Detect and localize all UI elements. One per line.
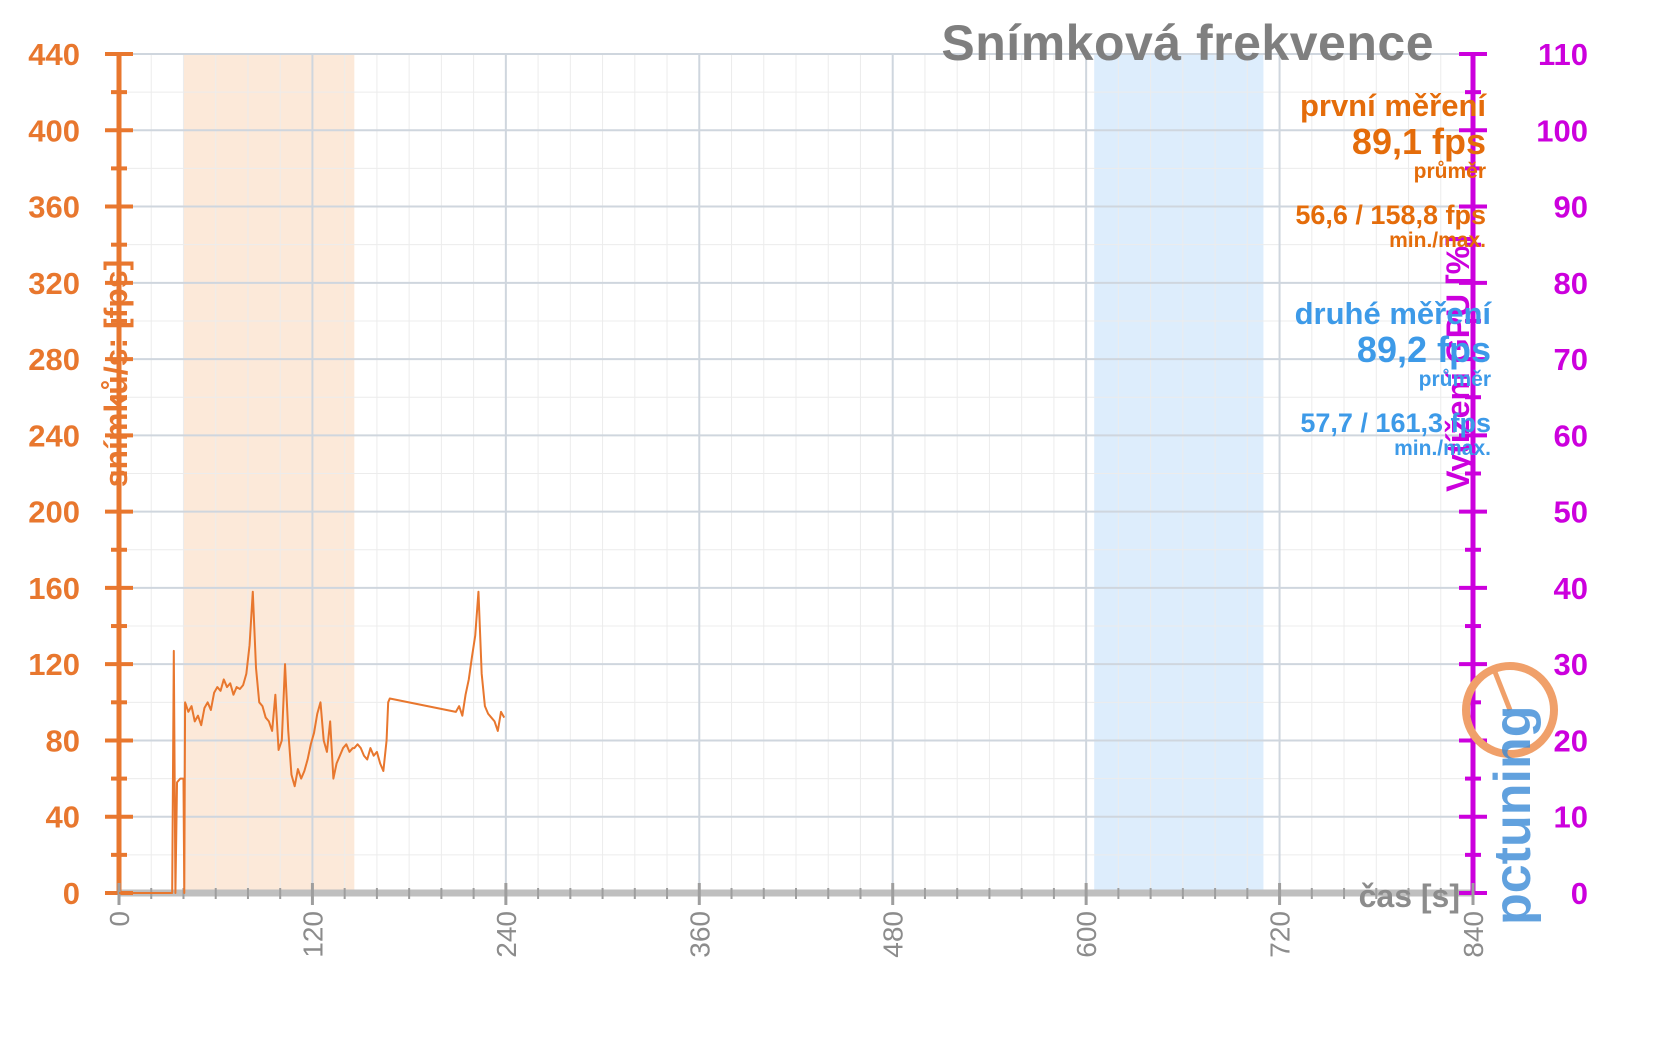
right-axis-label: Vytížení GPU [%] (1440, 235, 1476, 492)
second-measurement-stats: druhé měření 89,2 fps průměr 57,7 / 161,… (1295, 296, 1491, 461)
x-tick-label: 480 (878, 911, 909, 958)
right-tick-label: 60 (1554, 418, 1588, 453)
x-tick-label: 120 (297, 911, 328, 958)
left-tick-label: 400 (28, 113, 80, 148)
first-measurement-minmax: 56,6 / 158,8 fps (1295, 200, 1486, 230)
right-tick-label: 20 (1554, 723, 1588, 758)
right-tick-label: 10 (1554, 800, 1588, 835)
left-tick-label: 440 (28, 37, 80, 72)
right-tick-label: 90 (1554, 190, 1588, 225)
left-tick-label: 280 (28, 342, 80, 377)
second-measurement-minmax-label: min./max. (1394, 437, 1491, 460)
right-tick-label: 0 (1571, 876, 1588, 911)
right-tick-label: 70 (1554, 342, 1588, 377)
first-measurement-minmax-label: min./max. (1389, 229, 1486, 252)
x-tick-label: 600 (1071, 911, 1102, 958)
second-measurement-label: druhé měření (1294, 296, 1491, 331)
left-tick-label: 160 (28, 571, 80, 606)
right-tick-label: 100 (1536, 113, 1588, 148)
left-tick-label: 240 (28, 418, 80, 453)
second-measurement-minmax: 57,7 / 161,3 fps (1300, 408, 1491, 438)
right-tick-label: 30 (1554, 647, 1588, 682)
first-measurement-average-label: průměr (1413, 160, 1486, 183)
x-tick-label: 720 (1265, 911, 1296, 958)
pctuning-logo-text: pctuning (1484, 705, 1542, 925)
left-tick-label: 80 (46, 723, 80, 758)
x-tick-label: 0 (104, 911, 135, 927)
fps-series-line (119, 590, 506, 894)
left-tick-label: 200 (28, 495, 80, 530)
left-tick-label: 320 (28, 266, 80, 301)
first-measurement-label: první měření (1299, 88, 1486, 123)
first-measurement-stats: první měření 89,1 fps průměr 56,6 / 158,… (1295, 88, 1486, 253)
second-measurement-average: 89,2 fps (1356, 329, 1491, 370)
right-tick-label: 50 (1554, 495, 1588, 530)
right-tick-label: 40 (1554, 571, 1588, 606)
right-tick-label: 80 (1554, 266, 1588, 301)
right-tick-label: 110 (1538, 37, 1588, 72)
x-tick-label: 360 (684, 911, 715, 958)
second-measurement-average-label: průměr (1418, 368, 1491, 391)
left-tick-label: 40 (46, 800, 80, 835)
left-tick-label: 120 (28, 647, 80, 682)
chart-title: Snímková frekvence (941, 15, 1434, 71)
x-tick-label: 840 (1458, 911, 1489, 958)
left-tick-label: 0 (63, 876, 80, 911)
x-tick-label: 240 (491, 911, 522, 958)
left-tick-label: 360 (28, 190, 80, 225)
left-axis-label: snímků/s: [fps] (98, 260, 134, 488)
first-measurement-average: 89,1 fps (1351, 121, 1486, 162)
x-axis-label: čas [s] (1359, 878, 1460, 914)
pctuning-logo: pctuning (1462, 662, 1558, 925)
